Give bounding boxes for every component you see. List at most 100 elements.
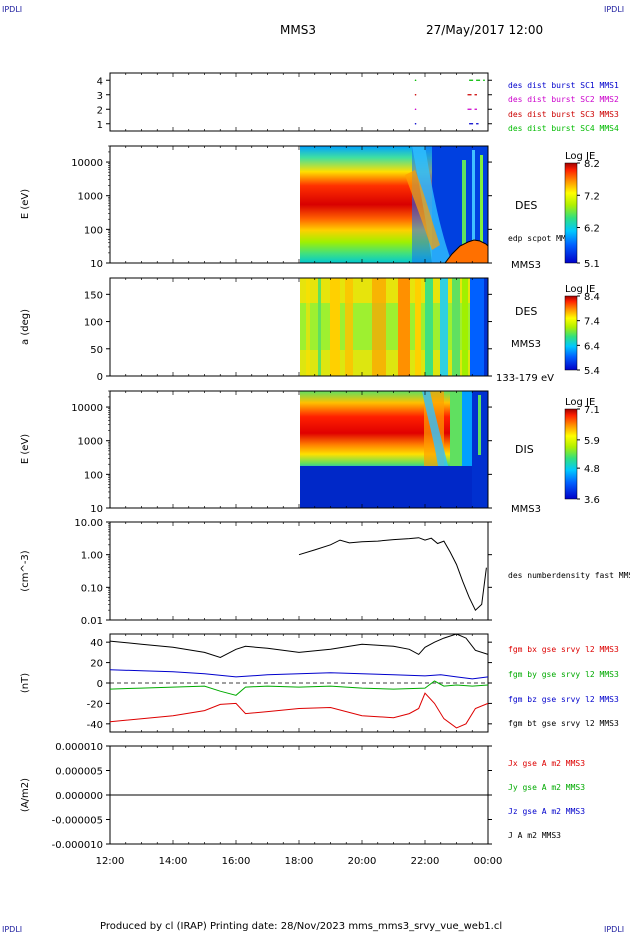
bfield-legend-by: fgm by gse srvy l2 MMS3	[508, 670, 619, 679]
time-tick-label: 18:00	[285, 856, 314, 867]
bfield-ytick-label: -40	[87, 720, 103, 731]
corner-label-br: IPDLI	[604, 925, 624, 934]
bfield-bz-line	[109, 669, 489, 680]
des-pitch-label: DES	[515, 305, 537, 318]
density-ytick-label: 10.00	[74, 518, 103, 529]
time-tick-label: 00:00	[474, 856, 503, 867]
des-pitch-ytick-label: 50	[90, 345, 103, 356]
des-pitch-sublabel: MMS3	[511, 339, 541, 350]
density-ylabel: (cm^-3)	[20, 550, 31, 591]
time-tick-label: 22:00	[411, 856, 440, 867]
des-pitch-colorbar-label: 5.4	[584, 366, 600, 377]
density-line	[298, 537, 487, 612]
des-pitch-colorbar-label: 6.4	[584, 341, 600, 352]
panel-magnetic-field: -40 -20 0 20 40 (nT) fgm bx gse srvy l2 MMS3…	[20, 633, 619, 733]
spacecraft-title: MMS3	[280, 23, 316, 37]
des-pitch-ytick-label: 0	[97, 372, 103, 383]
dis-energy-colorbar-label: 4.8	[584, 464, 600, 475]
burst-ytick-label: 2	[97, 105, 103, 116]
des-energy-colorbar-label: 5.1	[584, 259, 600, 270]
dis-energy-colorbar-title: Log JE	[565, 397, 595, 408]
bfield-bt-line	[109, 633, 489, 659]
burst-marker	[414, 122, 417, 125]
dis-energy-spectrogram	[300, 391, 488, 508]
des-energy-colorbar-label: 7.2	[584, 191, 600, 202]
current-ytick-label: -0.000005	[52, 816, 103, 827]
dis-energy-colorbar-label: 7.1	[584, 405, 600, 416]
des-energy-spectrogram	[300, 146, 489, 264]
bfield-legend-bx: fgm bx gse srvy l2 MMS3	[508, 645, 619, 654]
des-energy-ytick-label: 100	[84, 225, 103, 236]
dis-energy-colorbar-label: 3.6	[584, 495, 600, 506]
time-tick-label: 20:00	[348, 856, 377, 867]
burst-ytick-label: 1	[97, 120, 103, 131]
des-energy-overlay-label: edp scpot MMS3	[508, 234, 576, 243]
dis-energy-colorbar	[564, 408, 578, 500]
bfield-by-line	[109, 680, 489, 696]
bfield-legend-bt: fgm bt gse srvy l2 MMS3	[508, 719, 619, 728]
current-ytick-label: 0.000005	[55, 767, 103, 778]
des-energy-colorbar-title: Log JE	[565, 151, 595, 162]
datetime-title: 27/May/2017 12:00	[426, 23, 543, 37]
current-ytick-label: 0.000000	[55, 791, 103, 802]
des-pitch-ytick-label: 150	[84, 290, 103, 301]
des-energy-ytick-label: 1000	[78, 192, 103, 203]
burst-marker	[414, 79, 417, 82]
dis-energy-ytick-label: 100	[84, 470, 103, 481]
bfield-ytick-label: -20	[87, 699, 103, 710]
des-pitch-ytick-label: 100	[84, 318, 103, 329]
corner-label-bl: IPDLI	[2, 925, 22, 934]
des-energy-label: DES	[515, 199, 537, 212]
dis-energy-ylabel: E (eV)	[20, 434, 31, 464]
des-energy-sublabel: MMS3	[511, 260, 541, 271]
des-pitch-energy-label: 133-179 eV	[496, 373, 554, 384]
burst-ytick-label: 4	[97, 76, 103, 87]
panel-dis-energy: 10 100 1000 10000 E (eV) DIS MMS3 Log JE 7.…	[20, 390, 600, 515]
corner-label-tl: IPDLI	[2, 5, 22, 14]
panel-burst: 1 2 3 4 des dist burst SC1 MMS1 des dist bu…	[97, 72, 619, 133]
bfield-ylabel: (nT)	[20, 673, 31, 693]
panel-des-energy: 10 100 1000 10000 E (eV) DES edp scpot MMS3…	[20, 145, 600, 271]
panel-des-pitch: 0 50 100 150 a (deg) DES MMS3 133-179 eV Lo…	[20, 277, 600, 384]
dis-energy-sublabel: MMS3	[511, 504, 541, 515]
time-tick-label: 14:00	[159, 856, 188, 867]
des-energy-ytick-label: 10	[90, 259, 103, 270]
dis-energy-ytick-label: 10000	[71, 403, 103, 414]
des-energy-colorbar-label: 6.2	[584, 224, 600, 235]
density-legend: des numberdensity fast MMS3	[508, 571, 630, 580]
current-ylabel: (A/m2)	[20, 778, 31, 812]
des-pitch-spectrogram	[300, 278, 488, 376]
des-energy-colorbar	[564, 162, 578, 264]
panel-current-density: -0.000010 -0.000005 0.000000 0.000005 0.0000…	[20, 742, 585, 851]
current-legend-jz: Jz gse A m2 MMS3	[508, 807, 585, 816]
des-energy-colorbar-label: 8.2	[584, 159, 600, 170]
burst-marker	[414, 108, 417, 111]
bfield-ytick-label: 40	[90, 638, 103, 649]
current-ytick-label: -0.000010	[52, 840, 103, 851]
burst-legend-1: des dist burst SC1 MMS1	[508, 81, 619, 90]
current-legend-jx: Jx gse A m2 MMS3	[508, 759, 585, 768]
dis-energy-ytick-label: 1000	[78, 437, 103, 448]
density-ytick-label: 1.00	[81, 551, 103, 562]
bfield-ytick-label: 0	[97, 679, 103, 690]
bfield-ytick-label: 20	[90, 659, 103, 670]
panel-density: 0.01 0.10 1.00 10.00 (cm^-3) des numberdens…	[20, 518, 630, 627]
dis-energy-colorbar-label: 5.9	[584, 436, 600, 447]
time-tick-label: 12:00	[96, 856, 125, 867]
time-tick-label: 16:00	[222, 856, 251, 867]
dis-energy-label: DIS	[515, 443, 534, 456]
burst-marker	[414, 93, 417, 96]
current-ytick-label: 0.000010	[55, 742, 103, 753]
burst-legend-3: des dist burst SC3 MMS3	[508, 110, 619, 119]
footer-text: Produced by cl (IRAP) Printing date: 28/…	[100, 921, 502, 932]
burst-ytick-label: 3	[97, 91, 103, 102]
des-pitch-colorbar-label: 7.4	[584, 317, 600, 328]
burst-legend-2: des dist burst SC2 MMS2	[508, 95, 619, 104]
burst-legend-4: des dist burst SC4 MMS4	[508, 124, 619, 133]
des-pitch-colorbar-label: 8.4	[584, 292, 600, 303]
des-pitch-ylabel: a (deg)	[20, 309, 31, 345]
density-ytick-label: 0.01	[81, 616, 103, 627]
density-ytick-label: 0.10	[81, 583, 103, 594]
bfield-bx-line	[109, 692, 489, 729]
